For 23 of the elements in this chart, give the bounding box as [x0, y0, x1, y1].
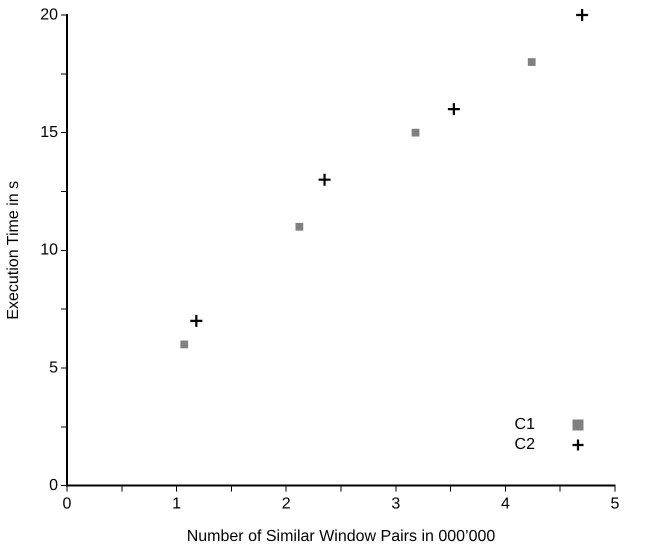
y-tick-label: 20	[40, 6, 58, 24]
x-tick-label: 5	[610, 496, 620, 513]
point	[317, 172, 332, 187]
x-tick-label: 2	[282, 496, 291, 513]
y-tick-label: 0	[49, 477, 58, 494]
x-axis-title: Number of Similar Window Pairs in 000’000	[186, 528, 496, 545]
point	[446, 102, 461, 116]
point	[180, 340, 188, 348]
y-tick-label: 5	[49, 359, 58, 376]
x-tick-label: 0	[62, 496, 72, 513]
legend-label: C1	[514, 416, 535, 434]
y-axis-title: Execution Time in s	[5, 180, 22, 320]
point	[575, 8, 590, 22]
point	[295, 222, 304, 231]
point	[412, 128, 420, 137]
legend-label: C2	[514, 436, 535, 454]
x-tick-label: 3	[391, 496, 400, 513]
point	[189, 314, 204, 328]
y-tick-label: 10	[40, 242, 58, 259]
x-tick-label: 1	[172, 496, 182, 513]
y-tick-label: 15	[40, 124, 58, 142]
point	[528, 58, 536, 66]
x-tick-label: 4	[500, 496, 510, 513]
